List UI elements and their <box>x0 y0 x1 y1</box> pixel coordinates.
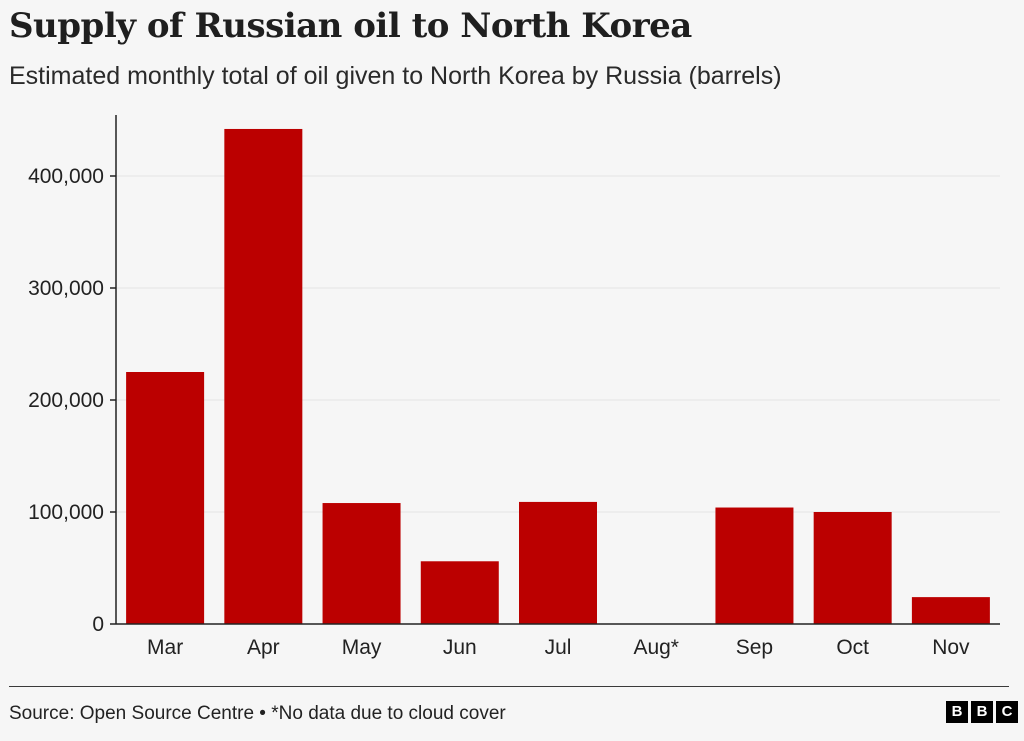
logo-letter-3: C <box>996 701 1018 723</box>
bars <box>126 128 990 624</box>
bbc-logo: B B C <box>946 701 1018 723</box>
source-note: Source: Open Source Centre • *No data du… <box>9 703 506 724</box>
bar-Sep <box>715 507 794 624</box>
chart-subtitle: Estimated monthly total of oil given to … <box>9 62 782 90</box>
y-tick-label: 0 <box>92 613 104 636</box>
bar-May <box>322 503 401 624</box>
bar-chart: 0 100,000 200,000 300,000 400,000 Mar Apr May J… <box>28 115 1000 659</box>
logo-letter-1: B <box>946 701 968 723</box>
x-tick-label: Nov <box>932 636 970 659</box>
y-tick-labels: 0 100,000 200,000 300,000 400,000 <box>28 165 104 636</box>
bar-Apr <box>224 128 303 624</box>
x-tick-label: Oct <box>836 636 869 659</box>
bar-Oct <box>813 512 892 624</box>
y-tick-label: 300,000 <box>28 277 104 300</box>
y-tick-label: 400,000 <box>28 165 104 188</box>
x-tick-labels: Mar Apr May Jun Jul Aug* Sep Oct Nov <box>147 636 970 659</box>
x-tick-label: Sep <box>736 636 773 659</box>
logo-letter-2: B <box>971 701 993 723</box>
bar-Jun <box>420 561 499 624</box>
chart-title: Supply of Russian oil to North Korea <box>9 6 692 46</box>
x-tick-label: May <box>342 636 382 659</box>
x-tick-label: Apr <box>247 636 280 659</box>
bar-Mar <box>126 372 205 624</box>
footer-divider <box>9 686 1009 687</box>
bar-Nov <box>911 597 990 624</box>
y-tick-label: 100,000 <box>28 501 104 524</box>
x-tick-label: Jul <box>545 636 572 659</box>
axes <box>115 115 1000 625</box>
x-tick-label: Aug* <box>633 636 679 659</box>
x-tick-label: Mar <box>147 636 183 659</box>
y-tick-label: 200,000 <box>28 389 104 412</box>
bar-Jul <box>519 501 597 624</box>
x-tick-label: Jun <box>443 636 477 659</box>
